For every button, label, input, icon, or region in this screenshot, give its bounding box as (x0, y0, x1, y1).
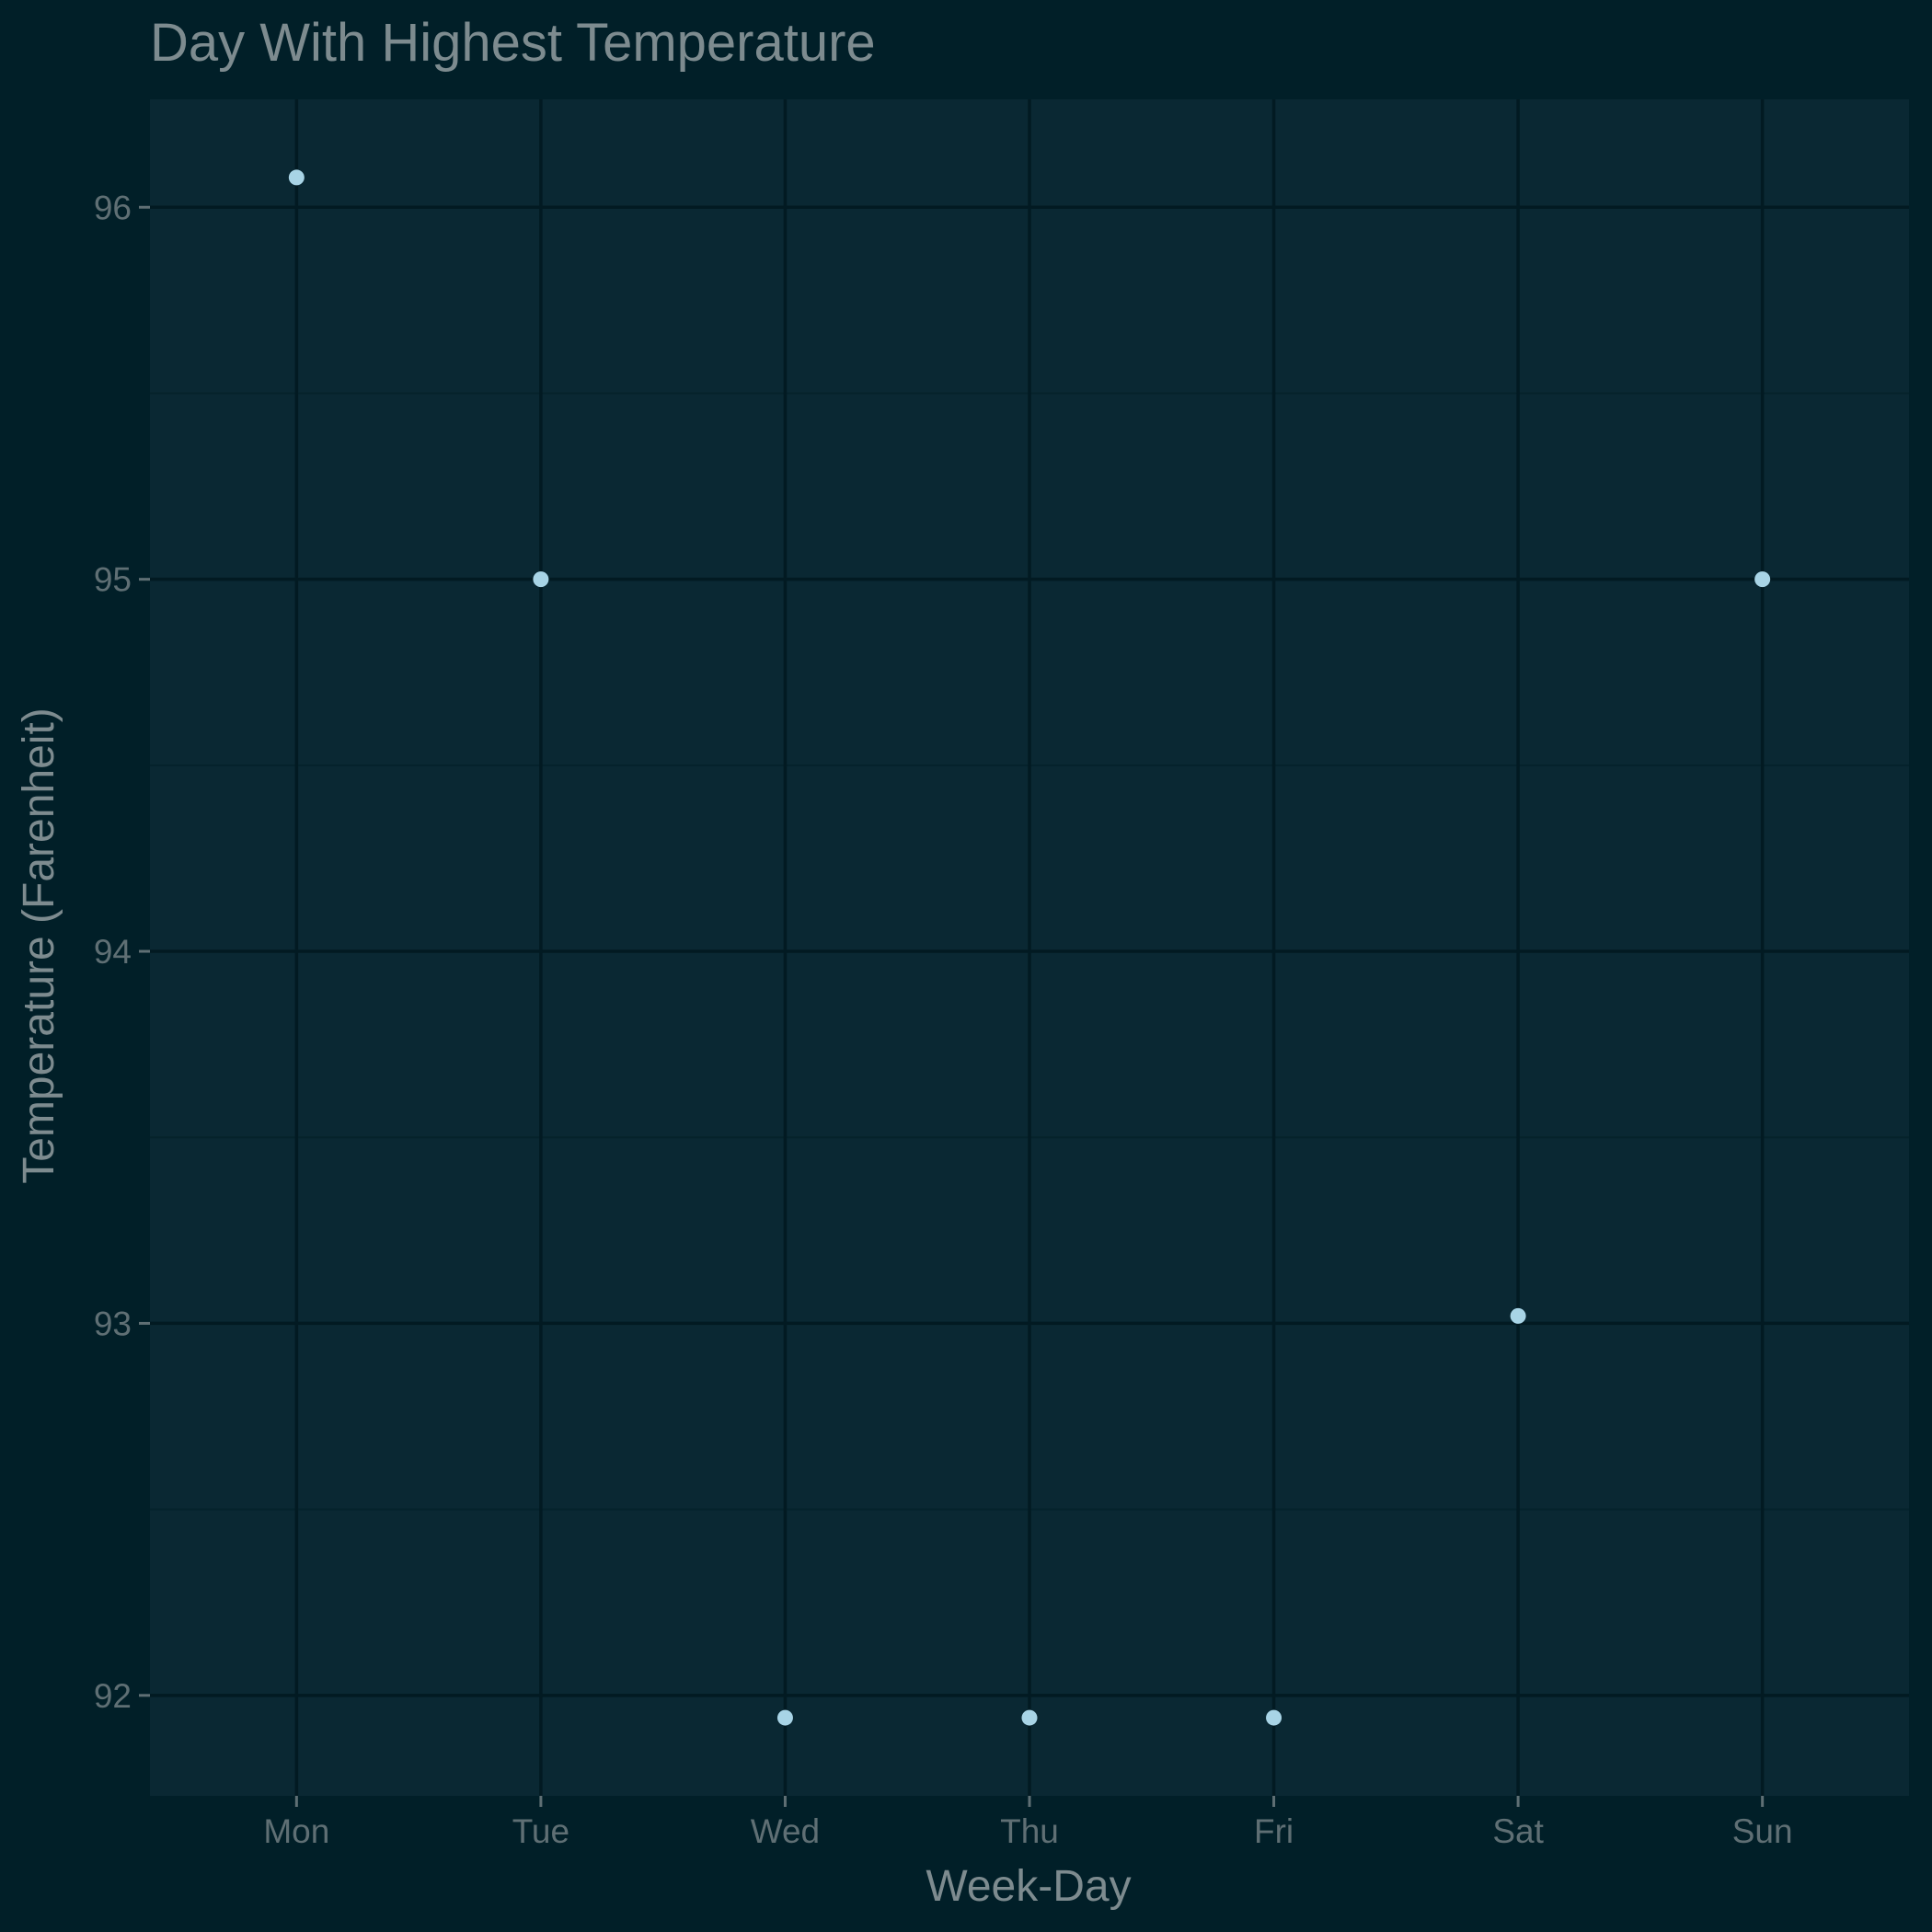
y-tick-label: 92 (94, 1677, 132, 1715)
y-tick-label: 93 (94, 1305, 132, 1342)
data-point (1754, 571, 1771, 588)
major-gridlines (150, 99, 1909, 1796)
x-tick-label: Sat (1492, 1812, 1544, 1850)
data-point (1266, 1709, 1282, 1726)
x-tick-label: Sun (1732, 1812, 1793, 1850)
y-tick-label: 95 (94, 561, 132, 599)
x-axis-label: Week-Day (926, 1862, 1131, 1911)
x-tick-label: Mon (263, 1812, 329, 1850)
data-point (533, 571, 549, 588)
data-point (288, 169, 305, 186)
x-axis-ticks: Mon Tue Wed Thu Fri Sat Sun (263, 1796, 1793, 1850)
data-points (288, 169, 1771, 1726)
y-tick-label: 94 (94, 933, 132, 971)
data-point (776, 1709, 793, 1726)
data-point (1510, 1307, 1526, 1324)
x-tick-label: Wed (751, 1812, 820, 1850)
x-tick-label: Thu (1000, 1812, 1059, 1850)
chart-title: Day With Highest Temperature (150, 13, 876, 73)
y-tick-label: 96 (94, 189, 132, 226)
x-tick-label: Fri (1254, 1812, 1294, 1850)
x-tick-label: Tue (512, 1812, 569, 1850)
data-point (1021, 1709, 1038, 1726)
y-axis-label: Temperature (Farenheit) (15, 707, 63, 1184)
y-axis-ticks: 92 93 94 95 96 (94, 189, 150, 1715)
